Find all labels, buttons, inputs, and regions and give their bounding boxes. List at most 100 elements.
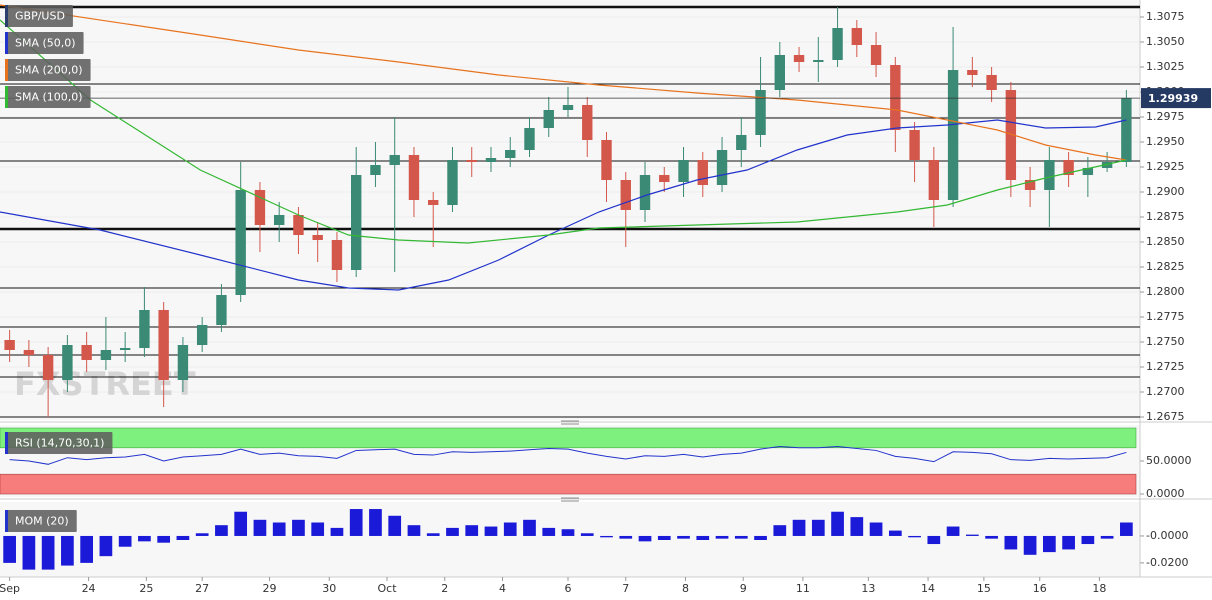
legend-swatch (5, 432, 8, 454)
x-tick-label: 18 (1092, 582, 1106, 595)
mom-bar (388, 515, 402, 536)
mom-bar (677, 535, 690, 539)
candle-body (1005, 90, 1017, 180)
legend-item: MOM (20) (5, 510, 77, 532)
y-tick-label: 1.2800 (1146, 285, 1185, 298)
candle-body (813, 60, 824, 62)
x-tick-label: 8 (682, 582, 689, 595)
candle-body (62, 345, 73, 380)
mom-bar (118, 535, 132, 547)
x-tick-label: Oct (377, 582, 397, 595)
last-price-label: 1.29939 (1148, 92, 1198, 105)
legend-item: GBP/USD (5, 5, 73, 27)
candle-body (793, 55, 805, 62)
overbought-band (0, 427, 1137, 449)
mom-bar (41, 535, 55, 570)
legend-label: MOM (20) (15, 515, 69, 528)
candle-body (4, 340, 15, 350)
mom-bar (503, 522, 517, 536)
candle-body (678, 160, 689, 182)
legend-bg (5, 510, 77, 532)
mom-bar (773, 525, 787, 536)
x-tick-label: 14 (921, 582, 935, 595)
candle-body (216, 295, 227, 325)
mom-bar (1120, 522, 1133, 536)
resize-handle[interactable] (561, 420, 579, 425)
candle-body (909, 130, 920, 160)
x-tick-label: 4 (499, 582, 506, 595)
candle-body (620, 180, 631, 210)
sma-line (0, 119, 1127, 291)
y-tick-label: -0.0000 (1146, 529, 1188, 542)
candle-body (832, 28, 843, 60)
sma-line (0, 19, 1127, 244)
legend-item: SMA (100,0) (5, 86, 91, 108)
mom-bar (157, 535, 171, 543)
rsi-line (9, 445, 1127, 465)
y-tick-label: 1.2700 (1146, 385, 1185, 398)
mom-bar (234, 511, 248, 536)
legend-swatch (5, 86, 8, 108)
y-tick-label: 1.2925 (1146, 160, 1185, 173)
y-tick-label: 1.2975 (1146, 110, 1185, 123)
candle-body (312, 235, 323, 240)
mom-bar (619, 535, 633, 539)
resize-handle[interactable] (561, 497, 579, 502)
mom-bar (330, 527, 344, 536)
candle-body (254, 190, 266, 225)
y-tick-label: 1.2950 (1146, 135, 1185, 148)
candle-body (235, 190, 246, 295)
candle-body (639, 175, 651, 210)
candle-body (1024, 180, 1036, 190)
x-tick-label: 9 (740, 582, 747, 595)
legend-label: SMA (100,0) (15, 91, 83, 104)
x-tick-label: 2 (441, 582, 448, 595)
legend-bg (5, 86, 91, 108)
mom-bar (215, 525, 228, 536)
mom-bar (272, 522, 286, 536)
mom-bar (542, 527, 556, 536)
candle-body (81, 345, 92, 360)
y-tick-label: 50.0000 (1146, 454, 1192, 467)
mom-bar (965, 534, 979, 536)
y-tick-label: 0.0000 (1146, 487, 1185, 500)
y-tick-label: 1.3050 (1146, 35, 1185, 48)
mom-bar (927, 535, 941, 545)
mom-bar (734, 535, 748, 539)
candle-body (1044, 160, 1055, 190)
candle-body (196, 325, 208, 345)
last-price-tag (1141, 88, 1211, 109)
candle-body (1101, 162, 1113, 168)
mom-bar (369, 509, 382, 536)
x-tick-label: 27 (195, 582, 209, 595)
y-tick-label: 1.3075 (1146, 10, 1185, 23)
mom-bar (349, 509, 363, 536)
mom-bar (61, 535, 74, 566)
mom-bar (1043, 535, 1056, 553)
x-tick-label: 24 (82, 582, 96, 595)
y-tick-label: 1.3025 (1146, 60, 1185, 73)
price-panel-bg (0, 0, 1140, 420)
mom-bar (1100, 535, 1114, 539)
y-tick-label: 1.2725 (1146, 360, 1185, 373)
candle-body (601, 140, 612, 180)
mom-bar (985, 535, 998, 539)
candle-body (967, 70, 978, 75)
candle-body (870, 45, 882, 65)
mom-panel-bg (0, 502, 1140, 577)
mom-bar (811, 519, 825, 536)
y-tick-label: 1.2850 (1146, 235, 1185, 248)
mom-bar (696, 535, 710, 540)
mom-bar (426, 533, 440, 536)
y-tick-label: 1.2825 (1146, 260, 1185, 273)
mom-bar (446, 527, 459, 536)
y-tick-label: 1.2900 (1146, 185, 1185, 198)
y-tick-label: 1.2750 (1146, 335, 1185, 348)
candle-body (370, 165, 381, 175)
candle-body (447, 160, 458, 205)
candle-body (428, 200, 439, 205)
legend: GBP/USD SMA (50,0) SMA (200,0) SMA (100,0) (5, 5, 91, 108)
mom-bar (869, 522, 883, 536)
